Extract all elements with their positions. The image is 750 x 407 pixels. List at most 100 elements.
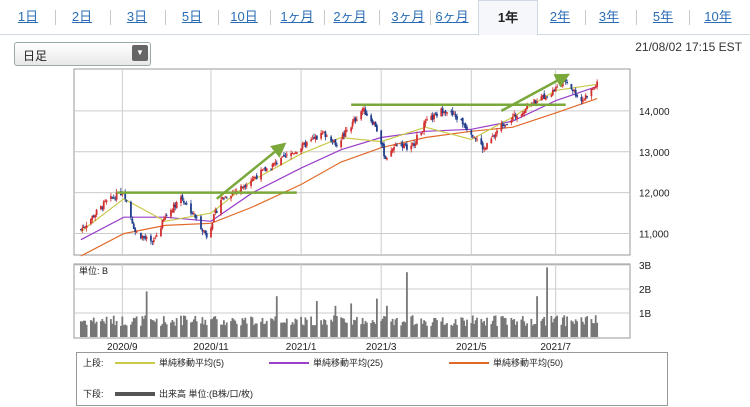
volume-bar (580, 317, 583, 337)
tab-8[interactable]: 3ヶ月 (391, 9, 425, 24)
volume-bar (363, 324, 365, 337)
tab-separator (55, 10, 56, 25)
volume-bar (423, 320, 425, 337)
volume-bar (364, 320, 367, 337)
volume-bar-swatch (115, 392, 155, 396)
candle-body (333, 140, 335, 143)
volume-bar (111, 323, 114, 337)
volume-bar (225, 322, 228, 337)
tab-separator (164, 10, 166, 25)
candle-body (365, 113, 368, 116)
candle-body (591, 88, 594, 90)
volume-bar (461, 317, 464, 337)
volume-bar (161, 324, 164, 337)
candle-body (330, 136, 333, 142)
candle-body (375, 125, 378, 132)
candle-body (230, 196, 232, 199)
volume-bar (556, 315, 558, 337)
candle-body (124, 192, 127, 199)
candle-body (360, 111, 363, 120)
tab-2[interactable]: 2日 (71, 9, 93, 24)
volume-bar (310, 316, 313, 337)
tab-13[interactable]: 5年 (652, 9, 674, 24)
volume-bar (253, 325, 255, 337)
candle-body (574, 89, 577, 96)
candle-body (132, 223, 135, 229)
volume-bar (466, 319, 468, 337)
volume-bar (534, 323, 537, 337)
candle-body (323, 131, 325, 133)
candle-body (584, 95, 587, 100)
candle-body (105, 200, 108, 202)
volume-bar (170, 322, 172, 337)
volume-bar (496, 325, 498, 337)
volume-bar (140, 325, 142, 337)
candle-body (135, 231, 138, 233)
tab-3[interactable]: 3日 (126, 9, 148, 24)
candle-body (570, 84, 573, 89)
tab-4[interactable]: 5日 (181, 9, 203, 24)
volume-bar (494, 315, 497, 337)
volume-bar (520, 319, 523, 337)
candle-body (394, 144, 397, 146)
candle-body (220, 199, 222, 214)
candle-body (514, 115, 517, 118)
tab-1[interactable]: 1日 (17, 9, 39, 24)
candle-body (501, 123, 504, 126)
volume-bar (301, 324, 304, 337)
candle-body (320, 132, 323, 139)
volume-bar (396, 318, 398, 337)
volume-bar (195, 321, 198, 337)
volume-bar (530, 318, 533, 337)
volume-bar (122, 325, 125, 337)
volume-bar (254, 323, 257, 337)
candle-body (82, 226, 85, 228)
candle-body (431, 115, 434, 120)
candle-body (494, 133, 497, 138)
ma50-line (80, 98, 598, 257)
candle-body (293, 153, 295, 155)
ma50-line-swatch (449, 362, 489, 364)
candle-body (451, 110, 454, 116)
candle-body (134, 228, 137, 232)
candle-body (185, 203, 188, 205)
candle-body (152, 239, 155, 242)
candle-body (224, 196, 227, 198)
volume-bar (220, 324, 222, 337)
tab-5[interactable]: 10日 (230, 9, 258, 24)
volume-bar (261, 317, 264, 337)
interval-select[interactable]: 日足 ▼ (14, 42, 151, 66)
volume-bar (436, 320, 438, 337)
tab-14[interactable]: 10年 (704, 9, 732, 24)
volume-bar (533, 324, 536, 337)
volume-bar (470, 323, 473, 337)
tab-10[interactable]: 1年 (478, 0, 538, 36)
tab-7[interactable]: 2ヶ月 (333, 9, 367, 24)
tab-6[interactable]: 1ヶ月 (280, 9, 314, 24)
candle-body (291, 153, 294, 155)
volume-bar (94, 323, 97, 337)
candle-body (533, 99, 536, 104)
vol-y-tick-label: 2B (639, 285, 652, 296)
volume-bar (230, 321, 232, 337)
volume-bar (563, 315, 566, 337)
chevron-down-icon[interactable]: ▼ (132, 45, 148, 61)
tab-12[interactable]: 3年 (598, 9, 620, 24)
tab-9[interactable]: 6ヶ月 (435, 9, 469, 24)
volume-bar (194, 316, 197, 337)
candle-body (92, 215, 95, 218)
candle-body (351, 121, 354, 127)
candle-body (550, 94, 553, 97)
volume-bar (215, 319, 218, 337)
candle-body (260, 169, 262, 180)
candle-body (344, 129, 347, 137)
volume-bar (330, 319, 333, 337)
volume-bar (324, 320, 327, 337)
volume-bar (244, 317, 247, 337)
tab-11[interactable]: 2年 (549, 9, 571, 24)
volume-bar (484, 325, 487, 337)
volume-bar (280, 322, 282, 337)
candle-body (341, 134, 344, 140)
candle-body (155, 235, 158, 237)
volume-bar (574, 319, 577, 337)
